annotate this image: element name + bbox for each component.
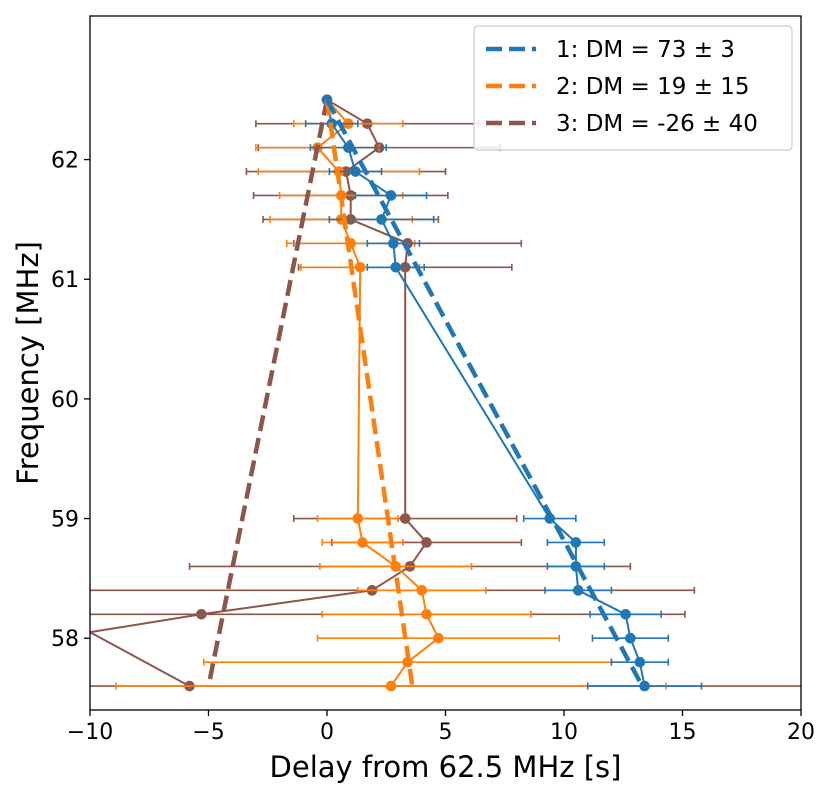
fit-line-3 [206,99,330,687]
data-point [639,680,650,692]
plot-data [90,94,801,692]
data-point [388,238,399,249]
data-point [433,632,444,644]
data-point [416,585,428,596]
legend-label-2: 2: DM = 19 ± 15 [556,74,750,100]
axes: −10 −5 0 5 10 15 20 58 59 60 61 62 [51,149,815,745]
data-point [620,608,631,620]
data-point [354,261,366,273]
x-tick-label: 20 [787,720,815,745]
series-1 [304,94,703,692]
y-tick-label: 62 [51,149,79,174]
data-point [350,166,361,177]
data-point [352,513,364,524]
data-point [421,537,432,548]
data-point [390,261,402,273]
y-tick-label: 58 [51,627,79,652]
legend-box [473,25,793,151]
y-axis-title: Frequency [MHz] [11,241,45,485]
x-tick-label: 0 [320,720,334,745]
data-point [625,632,636,644]
x-tick-label: 5 [439,720,453,745]
data-point [385,680,397,692]
data-point [376,214,387,225]
legend: 1: DM = 73 ± 3 2: DM = 19 ± 15 3: DM = -26… [473,25,793,151]
data-point [357,537,368,548]
series-line [326,99,646,687]
data-point [572,585,584,596]
x-tick-label: −5 [192,720,224,745]
x-tick-label: 15 [669,720,697,745]
data-point [385,190,397,201]
data-point [421,608,432,620]
y-tick-label: 60 [51,388,79,413]
series-line [316,99,440,687]
x-axis-title: Delay from 62.5 MHz [s] [270,750,622,784]
x-tick-label: −10 [67,720,113,745]
y-tick-label: 59 [51,508,79,533]
y-tick-label: 61 [51,268,79,293]
legend-label-3: 3: DM = -26 ± 40 [556,111,758,137]
x-tick-label: 10 [550,720,578,745]
data-point [399,513,411,524]
fit-line-2 [324,99,415,687]
data-point [196,608,207,620]
data-point [634,656,646,668]
data-point [570,537,582,548]
legend-label-1: 1: DM = 73 ± 3 [556,37,735,63]
fit-line-1 [325,98,645,688]
